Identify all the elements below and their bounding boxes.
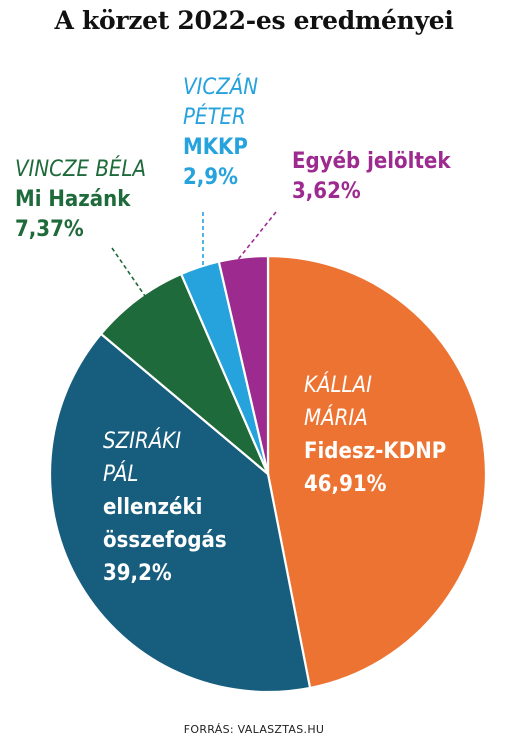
pie-slice-3 bbox=[99, 272, 270, 476]
leader-line-5 bbox=[235, 211, 277, 263]
candidate-name-line: VICZÁN bbox=[183, 74, 258, 100]
percent-label: 46,91% bbox=[304, 472, 387, 497]
slice-label-2: SZIRÁKI PÁL ellenzéki összefogás 39,2% bbox=[103, 428, 227, 586]
percent-label: 2,9% bbox=[183, 165, 238, 190]
chart-title: A körzet 2022-es eredményei bbox=[54, 6, 454, 35]
slice-label-5: Egyéb jelöltek 3,62% bbox=[292, 149, 451, 204]
candidate-name-line: PÉTER bbox=[183, 104, 246, 130]
percent-label: 39,2% bbox=[103, 561, 172, 586]
slice-label-1: KÁLLAI MÁRIA Fidesz-KDNP 46,91% bbox=[304, 372, 446, 497]
candidate-name-line: VINCZE BÉLA bbox=[15, 156, 146, 182]
pie-slice-2 bbox=[48, 332, 312, 694]
pie-slice-5 bbox=[217, 254, 270, 476]
percent-label: 3,62% bbox=[292, 179, 361, 204]
slice-label-3: VINCZE BÉLA Mi Hazánk 7,37% bbox=[15, 156, 146, 242]
pie-slices bbox=[48, 254, 488, 694]
party-name-line: Fidesz-KDNP bbox=[304, 439, 446, 464]
candidate-name-line: SZIRÁKI bbox=[103, 428, 181, 454]
party-name-line: összefogás bbox=[103, 528, 227, 553]
candidate-name-line: KÁLLAI bbox=[304, 372, 372, 398]
party-name-line: Mi Hazánk bbox=[15, 187, 131, 212]
source-note: FORRÁS: VALASZTAS.HU bbox=[183, 723, 325, 736]
party-name-line: MKKP bbox=[183, 135, 248, 160]
party-name-line: ellenzéki bbox=[103, 495, 202, 520]
slice-labels: KÁLLAI MÁRIA Fidesz-KDNP 46,91% SZIRÁKI PÁL el… bbox=[15, 74, 451, 586]
candidate-name-line: PÁL bbox=[103, 461, 138, 487]
slice-label-4: VICZÁN PÉTER MKKP 2,9% bbox=[183, 74, 258, 190]
pie-slice-1 bbox=[266, 254, 488, 689]
party-name-line: Egyéb jelöltek bbox=[292, 149, 451, 174]
percent-label: 7,37% bbox=[15, 217, 84, 242]
leader-line-3 bbox=[111, 247, 146, 297]
candidate-name-line: MÁRIA bbox=[304, 405, 368, 431]
